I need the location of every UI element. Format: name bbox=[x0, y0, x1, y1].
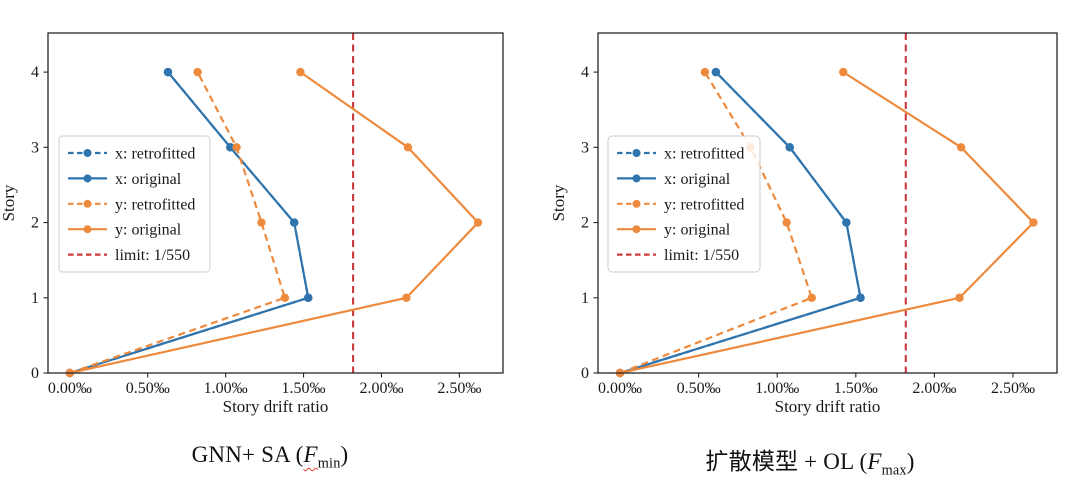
caption-left: GNN+ SA (Fmin) bbox=[0, 442, 540, 471]
axes: 0.00‰ 0.50‰ 1.00‰ 1.50‰ 2.00‰ 2.50‰ 0 1 2 3 4 Story… bbox=[0, 64, 481, 416]
data-point bbox=[839, 67, 848, 77]
data-point bbox=[856, 293, 865, 302]
story-drift-chart-right: 0.00‰ 0.50‰ 1.00‰ 1.50‰ 2.00‰ 2.50‰ 0 1 2 3 4 Story… bbox=[549, 32, 1058, 416]
data-point bbox=[782, 218, 791, 227]
data-point bbox=[956, 143, 966, 152]
y-tick-label: 1 bbox=[31, 290, 39, 307]
y-tick-label: 0 bbox=[31, 365, 39, 382]
series-y-original bbox=[615, 67, 1038, 378]
data-point bbox=[289, 218, 299, 227]
x-tick-label: 2.50‰ bbox=[437, 380, 481, 397]
chart-panel-left: 0.00‰ 0.50‰ 1.00‰ 1.50‰ 2.00‰ 2.50‰ 0 1 2 3 4 Story… bbox=[0, 32, 540, 471]
legend: x: retrofitted x: original y: retrofitted y… bbox=[607, 135, 761, 273]
x-tick-label: 1.50‰ bbox=[282, 380, 326, 397]
x-tick-label: 0.50‰ bbox=[126, 380, 170, 397]
data-point bbox=[280, 293, 290, 302]
x-tick-label: 2.00‰ bbox=[359, 380, 403, 397]
x-tick-label: 1.00‰ bbox=[755, 380, 799, 397]
x-tick-label: 1.50‰ bbox=[834, 380, 878, 397]
legend-label: limit: 1/550 bbox=[664, 247, 739, 264]
x-tick-label: 0.50‰ bbox=[677, 380, 721, 397]
data-point bbox=[226, 143, 235, 152]
caption-right: 扩散模型 + OL (Fmax) bbox=[540, 442, 1080, 478]
data-point bbox=[807, 293, 816, 302]
caption-subscript: min bbox=[317, 455, 341, 472]
caption-variable: F bbox=[303, 442, 318, 467]
legend-label: y: retrofitted bbox=[664, 196, 744, 213]
data-point bbox=[842, 218, 851, 227]
y-tick-label: 2 bbox=[31, 215, 39, 232]
caption-suffix: ) bbox=[340, 442, 349, 467]
y-axis-label: Story bbox=[0, 184, 18, 221]
chart-panel-right: 0.00‰ 0.50‰ 1.00‰ 1.50‰ 2.00‰ 2.50‰ 0 1 2 3 4 Story… bbox=[540, 0, 1080, 495]
caption-prefix: GNN+ SA ( bbox=[191, 442, 304, 467]
caption-suffix: ) bbox=[906, 449, 915, 474]
data-point bbox=[304, 293, 313, 302]
y-tick-label: 1 bbox=[581, 290, 589, 307]
data-point bbox=[232, 143, 241, 152]
y-tick-label: 3 bbox=[31, 139, 39, 156]
x-axis-label: Story drift ratio bbox=[223, 397, 329, 416]
legend-label: limit: 1/550 bbox=[115, 247, 190, 264]
x-axis-label: Story drift ratio bbox=[775, 397, 881, 416]
data-point bbox=[403, 143, 413, 152]
caption-prefix: 扩散模型 + OL ( bbox=[705, 449, 868, 474]
series-y-original bbox=[65, 67, 483, 378]
y-tick-label: 2 bbox=[581, 215, 589, 232]
data-point bbox=[193, 67, 202, 77]
legend-label: y: original bbox=[664, 222, 731, 239]
y-tick-label: 0 bbox=[581, 365, 589, 382]
caption-variable-group: Fmin bbox=[303, 442, 341, 471]
x-tick-label: 1.00‰ bbox=[204, 380, 248, 397]
data-point bbox=[700, 67, 710, 77]
data-point bbox=[785, 143, 794, 152]
y-tick-label: 4 bbox=[581, 64, 589, 81]
data-point bbox=[296, 67, 305, 77]
plot-frame bbox=[597, 32, 1058, 374]
data-point bbox=[955, 293, 964, 302]
caption-variable: F bbox=[867, 449, 882, 474]
legend-label: x: retrofitted bbox=[115, 146, 195, 163]
legend-label: x: original bbox=[115, 171, 182, 188]
story-drift-chart-left: 0.00‰ 0.50‰ 1.00‰ 1.50‰ 2.00‰ 2.50‰ 0 1 2 3 4 Story… bbox=[0, 32, 504, 416]
axes: 0.00‰ 0.50‰ 1.00‰ 1.50‰ 2.00‰ 2.50‰ 0 1 2 3 4 Story… bbox=[549, 64, 1035, 416]
data-point bbox=[711, 67, 721, 77]
data-point bbox=[1029, 218, 1038, 227]
legend-label: y: retrofitted bbox=[115, 196, 195, 213]
data-point bbox=[257, 218, 266, 227]
x-tick-label: 2.50‰ bbox=[991, 380, 1035, 397]
legend: x: retrofitted x: original y: retrofitted y… bbox=[58, 135, 211, 273]
y-tick-label: 3 bbox=[581, 139, 589, 156]
legend-label: y: original bbox=[115, 222, 182, 239]
caption-subscript: max bbox=[881, 462, 907, 479]
x-tick-label: 0.00‰ bbox=[598, 380, 642, 397]
legend-label: x: original bbox=[664, 171, 731, 188]
caption-variable-group: Fmax bbox=[867, 449, 906, 478]
x-tick-label: 2.00‰ bbox=[912, 380, 956, 397]
legend-label: x: retrofitted bbox=[664, 146, 744, 163]
plot-frame bbox=[47, 32, 504, 374]
data-point bbox=[473, 218, 483, 227]
data-point bbox=[402, 293, 411, 302]
data-point bbox=[163, 67, 173, 77]
x-tick-label: 0.00‰ bbox=[48, 380, 92, 397]
y-tick-label: 4 bbox=[31, 64, 39, 81]
y-axis-label: Story bbox=[549, 184, 568, 221]
